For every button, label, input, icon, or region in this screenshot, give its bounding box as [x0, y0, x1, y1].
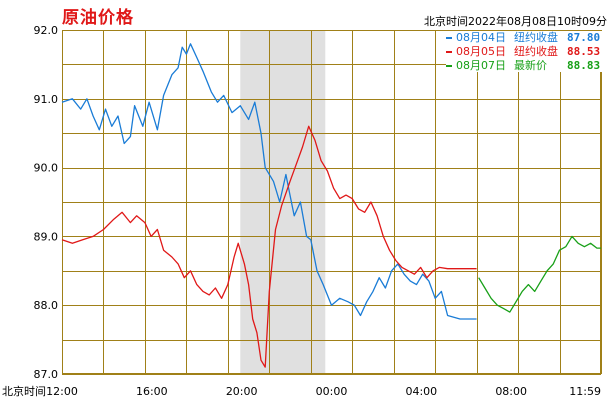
- x-axis-prefix: 北京时间: [2, 384, 46, 398]
- legend-swatch: [446, 37, 452, 39]
- y-tick-label: 89.0: [34, 230, 59, 243]
- y-tick-label: 92.0: [34, 24, 59, 37]
- x-tick-label: 20:00: [226, 385, 258, 398]
- x-tick-label: 04:00: [405, 385, 437, 398]
- series-lines: [61, 43, 601, 368]
- x-tick-label: 16:00: [136, 385, 168, 398]
- series-line-0: [61, 43, 477, 320]
- series-line-2: [478, 235, 601, 313]
- y-tick-label: 90.0: [34, 162, 59, 175]
- legend-swatch: [446, 65, 452, 67]
- axes: 92.0 91.0 90.0 89.0 88.0 87.0 北京时间 12:00 16:00 20…: [2, 24, 601, 398]
- legend-date: 08月07日: [456, 59, 506, 72]
- x-tick-label: 08:00: [495, 385, 527, 398]
- legend-swatch: [446, 51, 452, 53]
- legend-date: 08月05日: [456, 45, 506, 58]
- grid: [62, 30, 602, 375]
- x-tick-label: 12:00: [46, 385, 78, 398]
- y-tick-label: 87.0: [34, 368, 59, 381]
- y-tick-label: 88.0: [34, 299, 59, 312]
- plot-border: [62, 30, 601, 374]
- legend-date: 08月04日: [456, 31, 506, 44]
- legend-item-0807: 08月07日 最新价 88.83: [446, 59, 602, 73]
- timestamp-label: 北京时间2022年08月08日10时09分: [424, 15, 607, 28]
- legend-value: 88.83: [567, 59, 601, 72]
- legend-value: 88.53: [567, 45, 601, 58]
- x-tick-label: 11:59: [569, 385, 601, 398]
- legend-kind: 纽约收盘: [514, 45, 558, 58]
- legend-item-0805: 08月05日 纽约收盘 88.53: [446, 45, 602, 59]
- legend: 08月04日 纽约收盘 87.80 08月05日 纽约收盘 88.53 08月0…: [446, 31, 602, 72]
- legend-kind: 纽约收盘: [514, 31, 558, 44]
- legend-item-0804: 08月04日 纽约收盘 87.80: [446, 31, 602, 45]
- series-line-1: [61, 125, 477, 368]
- legend-value: 87.80: [567, 31, 601, 44]
- chart-title: 原油价格: [62, 8, 134, 28]
- legend-kind: 最新价: [514, 59, 547, 72]
- x-tick-label: 00:00: [316, 385, 348, 398]
- y-tick-label: 91.0: [34, 93, 59, 106]
